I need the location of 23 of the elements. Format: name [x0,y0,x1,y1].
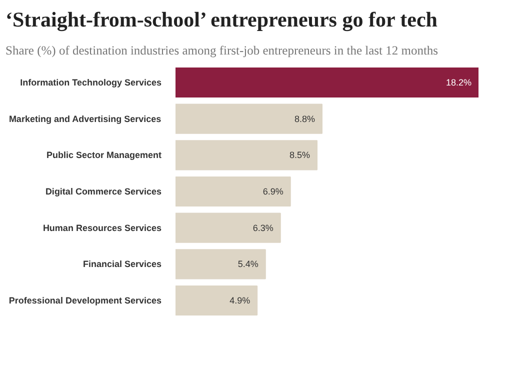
y-tick-label: Marketing and Advertising Services [8,114,162,124]
data-label: 8.5% [289,150,310,160]
y-tick-label: Information Technology Services [20,77,162,88]
bar [176,249,266,280]
data-label: 4.9% [230,296,250,306]
data-label: 8.8% [294,114,316,124]
y-tick-label: Professional Development Services [8,296,162,306]
chart-subtitle: Share (%) of destination industries among first-job entrepreneurs in the last 12 months [6,44,438,58]
data-label: 18.2% [446,77,472,88]
data-label: 5.4% [238,259,258,270]
chart-title: ‘Straight-from-school’ entrepreneurs go for tech [6,8,438,32]
y-tick-label: Human Resources Services [42,222,162,233]
y-tick-label: Public Sector Management [46,150,162,160]
bar [176,212,281,243]
data-label: 6.3% [252,222,274,233]
data-label: 6.9% [262,186,284,196]
bar [176,285,258,316]
bar [176,67,478,98]
y-tick-label: Digital Commerce Services [45,186,162,196]
bar [176,140,318,170]
bar [176,176,291,207]
y-tick-label: Financial Services [82,259,162,270]
bar [176,104,323,134]
